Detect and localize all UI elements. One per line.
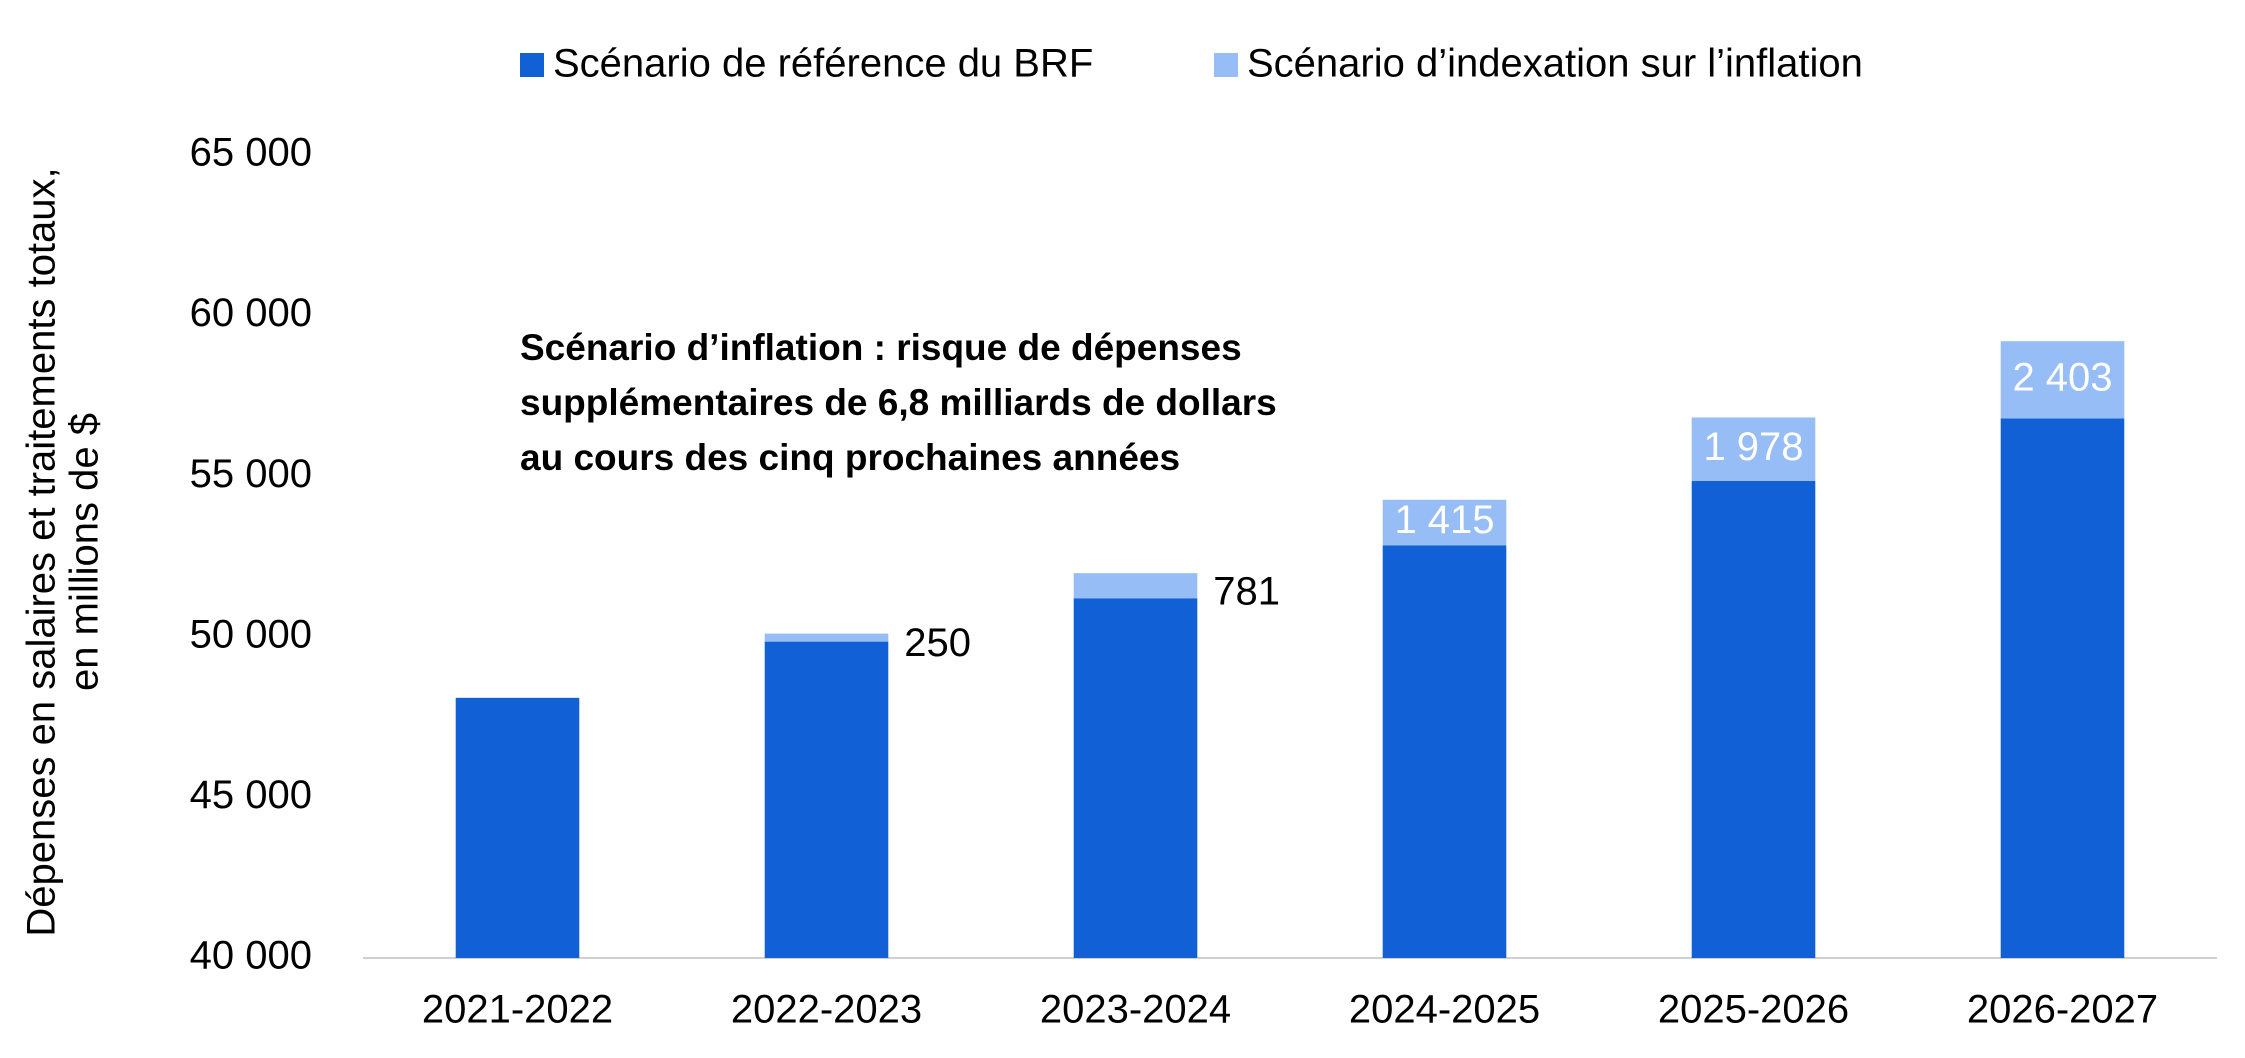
x-tick-label: 2023-2024 bbox=[1040, 988, 1231, 1032]
y-tick-label: 55 000 bbox=[190, 452, 312, 496]
x-tick-label: 2024-2025 bbox=[1349, 988, 1540, 1032]
value-label: 2 403 bbox=[2012, 355, 2112, 399]
bar-segment bbox=[764, 641, 889, 958]
bar-segment bbox=[1382, 545, 1507, 958]
x-tick-label: 2025-2026 bbox=[1658, 988, 1849, 1032]
bar-segment bbox=[1073, 573, 1198, 599]
bar-segment bbox=[1382, 499, 1507, 546]
y-axis-label-line: Dépenses en salaires et traitements tota… bbox=[20, 167, 64, 936]
x-tick-label: 2026-2027 bbox=[1967, 988, 2158, 1032]
value-label: 1 978 bbox=[1703, 425, 1803, 469]
y-tick-label: 50 000 bbox=[190, 612, 312, 656]
legend-label: Scénario de référence du BRF bbox=[553, 42, 1093, 86]
annotation: supplémentaires de 6,8 milliards de doll… bbox=[520, 382, 1277, 423]
y-tick-label: 45 000 bbox=[190, 773, 312, 817]
annotation: au cours des cinq prochaines années bbox=[520, 437, 1180, 478]
bar-segment bbox=[1691, 417, 1816, 482]
annotation: Scénario d’inflation : risque de dépense… bbox=[520, 327, 1242, 368]
value-label: 781 bbox=[1213, 569, 1280, 613]
bar-segment bbox=[1691, 481, 1816, 958]
value-label: 1 415 bbox=[1394, 498, 1494, 542]
x-tick-label: 2022-2023 bbox=[731, 988, 922, 1032]
y-tick-label: 60 000 bbox=[190, 291, 312, 335]
y-axis-label-line: en millions de $ bbox=[63, 413, 107, 691]
bar-segment bbox=[2000, 418, 2125, 958]
legend-label: Scénario d’indexation sur l’inflation bbox=[1247, 42, 1863, 86]
legend-swatch bbox=[1214, 53, 1238, 77]
y-tick-label: 65 000 bbox=[190, 131, 312, 175]
y-axis-label: Dépenses en salaires et traitements tota… bbox=[20, 167, 107, 936]
legend-swatch bbox=[520, 53, 544, 77]
bar-segment bbox=[2000, 341, 2125, 419]
value-label: 250 bbox=[904, 621, 971, 665]
x-tick-label: 2021-2022 bbox=[422, 988, 613, 1032]
bar-segment bbox=[764, 633, 889, 642]
bar-segment bbox=[1073, 598, 1198, 958]
y-tick-label: 40 000 bbox=[190, 934, 312, 978]
bar-segment bbox=[455, 697, 580, 958]
